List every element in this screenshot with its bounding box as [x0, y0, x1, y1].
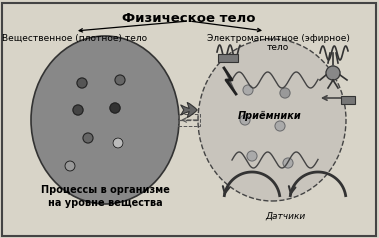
Text: Физическое тело: Физическое тело: [122, 11, 256, 25]
Text: тело: тело: [267, 43, 289, 52]
Circle shape: [280, 88, 290, 98]
Circle shape: [240, 115, 250, 125]
Text: Датчики: Датчики: [265, 212, 305, 220]
FancyBboxPatch shape: [341, 96, 355, 104]
Text: на уровне вещества: на уровне вещества: [48, 198, 162, 208]
FancyBboxPatch shape: [218, 54, 238, 62]
Circle shape: [326, 66, 340, 80]
Circle shape: [247, 151, 257, 161]
Circle shape: [83, 133, 93, 143]
Text: Вещественное (плотное) тело: Вещественное (плотное) тело: [2, 34, 147, 43]
Polygon shape: [224, 68, 236, 94]
Text: Электромагнитное (эфирное): Электромагнитное (эфирное): [207, 34, 349, 43]
Ellipse shape: [198, 39, 346, 201]
Circle shape: [275, 121, 285, 131]
Text: Процессы в организме: Процессы в организме: [41, 185, 169, 195]
Circle shape: [77, 78, 87, 88]
Circle shape: [115, 75, 125, 85]
Circle shape: [243, 85, 253, 95]
Circle shape: [65, 161, 75, 171]
Circle shape: [283, 158, 293, 168]
Circle shape: [110, 103, 120, 113]
Ellipse shape: [31, 36, 179, 204]
FancyBboxPatch shape: [2, 3, 376, 236]
Circle shape: [73, 105, 83, 115]
Circle shape: [113, 138, 123, 148]
Text: Приёмники: Приёмники: [238, 111, 302, 121]
